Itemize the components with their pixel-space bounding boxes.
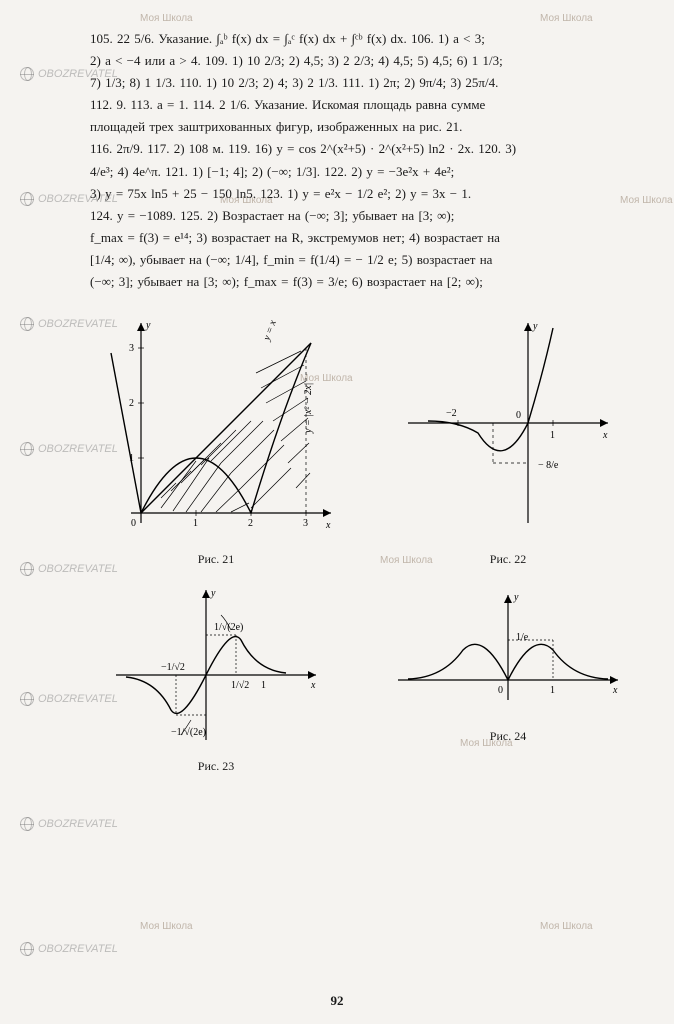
answers-text: 105. 22 5/6. Указание. ∫ₐᵇ f(x) dx = ∫ₐᶜ… — [90, 28, 634, 293]
fig23-caption: Рис. 23 — [198, 756, 234, 776]
svg-text:y: y — [210, 588, 216, 599]
fig21-svg: 0 1 2 3 1 2 3 x y — [91, 313, 341, 543]
svg-text:x: x — [612, 685, 618, 696]
svg-text:1/√2: 1/√2 — [231, 680, 249, 691]
line-110-111: 7) 1/3; 8) 1 1/3. 110. 1) 10 2/3; 2) 4; … — [90, 72, 634, 94]
svg-text:x: x — [325, 520, 331, 531]
figure-21: 0 1 2 3 1 2 3 x y — [90, 313, 342, 569]
svg-text:2: 2 — [129, 398, 134, 409]
svg-text:2: 2 — [248, 518, 253, 529]
svg-text:y = |x² − 2x|: y = |x² − 2x| — [303, 383, 314, 434]
line-120-122: 4/e³; 4) 4e^π. 121. 1) [−1; 4]; 2) (−∞; … — [90, 161, 634, 183]
svg-text:1/√(2e): 1/√(2e) — [214, 622, 243, 633]
fig21-caption: Рис. 21 — [198, 549, 234, 569]
svg-text:−2: −2 — [446, 408, 457, 419]
svg-text:1: 1 — [193, 518, 198, 529]
line-116-120: 116. 2π/9. 117. 2) 108 м. 119. 16) y = c… — [90, 138, 634, 160]
watermark-school: Моя Школа — [540, 918, 593, 935]
figure-22: x y −2 0 1 − 8/e Рис. 22 — [382, 313, 634, 569]
svg-text:1: 1 — [261, 680, 266, 691]
svg-text:1: 1 — [550, 685, 555, 696]
fig22-svg: x y −2 0 1 − 8/e — [398, 313, 618, 543]
svg-text:y: y — [532, 321, 538, 332]
svg-text:y: y — [513, 592, 519, 603]
line-112-114: 112. 9. 113. a = 1. 114. 2 1/6. Указание… — [90, 94, 634, 116]
line-114b: площадей трех заштрихованных фигур, изоб… — [90, 116, 634, 138]
line-109: 2) a < −4 или a > 4. 109. 1) 10 2/3; 2) … — [90, 50, 634, 72]
fig24-svg: x y 0 1 1/e — [388, 580, 628, 720]
line-125d: (−∞; 3]; убывает на [3; ∞); f_max = f(3)… — [90, 271, 634, 293]
figure-24: x y 0 1 1/e Рис. 24 — [382, 580, 634, 776]
svg-text:0: 0 — [498, 685, 503, 696]
svg-text:− 8/e: − 8/e — [538, 460, 559, 471]
svg-text:−1/√(2e): −1/√(2e) — [171, 727, 206, 738]
svg-text:x: x — [602, 430, 608, 441]
svg-text:0: 0 — [516, 410, 521, 421]
figure-23: x y 1/√(2e) −1/√2 1/√2 1 −1/√(2e) Рис. 2… — [90, 580, 342, 776]
svg-text:1/e: 1/e — [516, 632, 529, 643]
watermark-obozrevatel: OBOZREVATEL — [20, 940, 118, 959]
svg-text:y: y — [145, 320, 151, 331]
fig22-caption: Рис. 22 — [490, 549, 526, 569]
watermark-obozrevatel: OBOZREVATEL — [20, 815, 118, 834]
svg-text:y = x: y = x — [261, 318, 279, 343]
fig24-caption: Рис. 24 — [490, 726, 526, 746]
watermark-school: Моя Школа — [140, 918, 193, 935]
line-124-125: 124. y = −1089. 125. 2) Возрастает на (−… — [90, 205, 634, 227]
line-122-123: 3) y = 75x ln5 + 25 − 150 ln5. 123. 1) y… — [90, 183, 634, 205]
svg-text:3: 3 — [303, 518, 308, 529]
page-number: 92 — [0, 990, 674, 1012]
svg-text:1: 1 — [550, 430, 555, 441]
svg-text:−1/√2: −1/√2 — [161, 662, 185, 673]
svg-text:0: 0 — [131, 518, 136, 529]
svg-text:3: 3 — [129, 343, 134, 354]
fig23-svg: x y 1/√(2e) −1/√2 1/√2 1 −1/√(2e) — [106, 580, 326, 750]
line-125b: f_max = f(3) = e¹⁴; 3) возрастает на R, … — [90, 227, 634, 249]
svg-text:x: x — [310, 680, 316, 691]
line-105-106: 105. 22 5/6. Указание. ∫ₐᵇ f(x) dx = ∫ₐᶜ… — [90, 28, 634, 50]
line-125c: [1/4; ∞), убывает на (−∞; 1/4], f_min = … — [90, 249, 634, 271]
